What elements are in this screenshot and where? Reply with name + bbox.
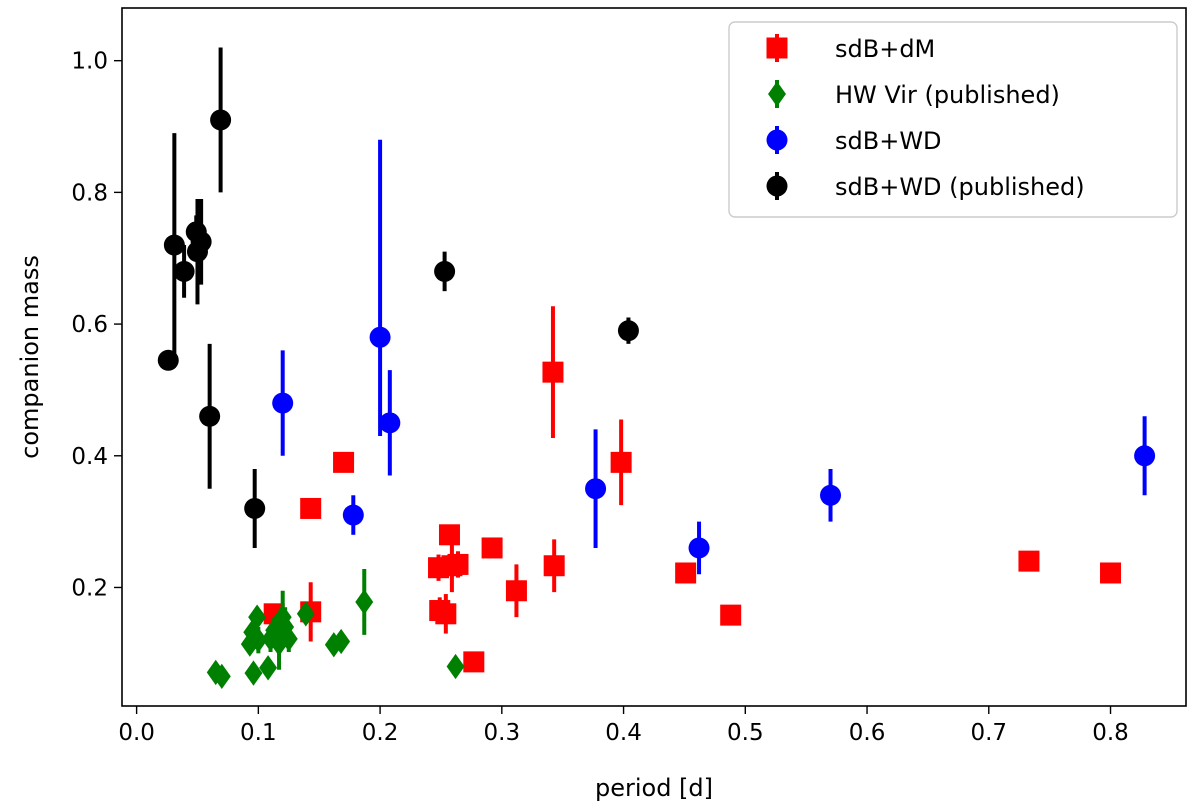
x-axis-label: period [d] bbox=[595, 774, 713, 802]
y-tick-label: 1.0 bbox=[71, 49, 108, 75]
legend-label: sdB+WD (published) bbox=[835, 173, 1085, 201]
data-point bbox=[273, 604, 292, 630]
data-point bbox=[481, 537, 503, 559]
x-tick-label: 0.5 bbox=[727, 720, 764, 746]
series-1 bbox=[206, 569, 465, 690]
data-point bbox=[688, 537, 710, 559]
data-point bbox=[199, 405, 221, 427]
x-tick-label: 0.4 bbox=[605, 720, 642, 746]
series-0 bbox=[263, 306, 1122, 673]
x-tick-label: 0.2 bbox=[362, 720, 399, 746]
y-tick-label: 0.8 bbox=[71, 180, 108, 206]
data-point bbox=[210, 109, 232, 131]
data-point bbox=[1018, 550, 1040, 572]
data-point bbox=[355, 589, 374, 615]
data-point bbox=[675, 562, 697, 584]
y-tick-label: 0.4 bbox=[71, 444, 108, 470]
data-point bbox=[610, 451, 632, 473]
legend-item: HW Vir (published) bbox=[768, 80, 1060, 109]
data-point bbox=[820, 484, 842, 506]
legend-label: sdB+WD bbox=[835, 127, 942, 155]
data-point bbox=[379, 412, 401, 434]
series-2 bbox=[272, 139, 1156, 575]
data-point bbox=[438, 524, 460, 546]
data-point bbox=[279, 626, 298, 652]
legend-label: sdB+dM bbox=[835, 35, 935, 63]
data-point bbox=[446, 653, 465, 680]
y-tick-label: 0.2 bbox=[71, 575, 108, 601]
data-point bbox=[272, 392, 294, 414]
data-point bbox=[585, 478, 607, 500]
data-point bbox=[617, 320, 639, 342]
legend-marker bbox=[766, 129, 788, 151]
data-point bbox=[333, 451, 355, 473]
data-point bbox=[505, 580, 527, 602]
data-point bbox=[173, 260, 195, 282]
series-3 bbox=[157, 47, 639, 548]
data-point bbox=[248, 604, 267, 630]
x-tick-label: 0.7 bbox=[970, 720, 1007, 746]
data-point bbox=[447, 553, 469, 575]
data-point bbox=[332, 628, 351, 655]
data-point bbox=[270, 630, 289, 657]
axis-ticks: 0.0 0.1 0.2 0.3 0.4 0.5 0.6 0.7 0.8 0.2 0.4 0.6 0.8 1… bbox=[71, 49, 1128, 746]
data-point bbox=[342, 504, 364, 526]
data-point bbox=[435, 603, 457, 625]
legend-marker bbox=[768, 81, 786, 107]
x-tick-label: 0.0 bbox=[118, 720, 155, 746]
data-point bbox=[212, 663, 231, 690]
data-point bbox=[244, 660, 263, 686]
y-tick-label: 0.6 bbox=[71, 312, 108, 338]
data-point bbox=[324, 632, 343, 658]
x-tick-label: 0.6 bbox=[849, 720, 886, 746]
x-tick-label: 0.3 bbox=[484, 720, 521, 746]
data-point bbox=[190, 231, 212, 253]
data-point bbox=[244, 497, 266, 519]
legend: sdB+dM HW Vir (published) sdB+WD sdB+WD (pu… bbox=[728, 21, 1178, 218]
chart-marks bbox=[157, 47, 1156, 690]
data-point bbox=[369, 326, 391, 348]
legend-item: sdB+WD bbox=[766, 126, 942, 155]
legend-item: sdB+dM bbox=[766, 34, 935, 63]
x-tick-label: 0.1 bbox=[240, 720, 277, 746]
data-point bbox=[720, 604, 742, 626]
y-axis-label: companion mass bbox=[16, 255, 44, 459]
data-point bbox=[163, 234, 185, 256]
data-point bbox=[543, 555, 565, 577]
legend-item: sdB+WD (published) bbox=[766, 172, 1085, 201]
legend-marker bbox=[766, 175, 788, 197]
legend-label: HW Vir (published) bbox=[835, 81, 1060, 109]
data-point bbox=[1100, 562, 1122, 584]
legend-box bbox=[728, 21, 1178, 218]
data-point bbox=[463, 651, 485, 673]
data-point bbox=[296, 601, 315, 627]
data-point bbox=[249, 627, 268, 653]
data-point bbox=[1134, 445, 1156, 467]
data-point bbox=[259, 655, 278, 681]
legend-marker bbox=[766, 37, 788, 59]
x-tick-label: 0.8 bbox=[1092, 720, 1129, 746]
plot-frame bbox=[121, 7, 1187, 707]
data-point bbox=[300, 497, 322, 519]
data-point bbox=[434, 260, 456, 282]
data-point bbox=[542, 361, 564, 383]
